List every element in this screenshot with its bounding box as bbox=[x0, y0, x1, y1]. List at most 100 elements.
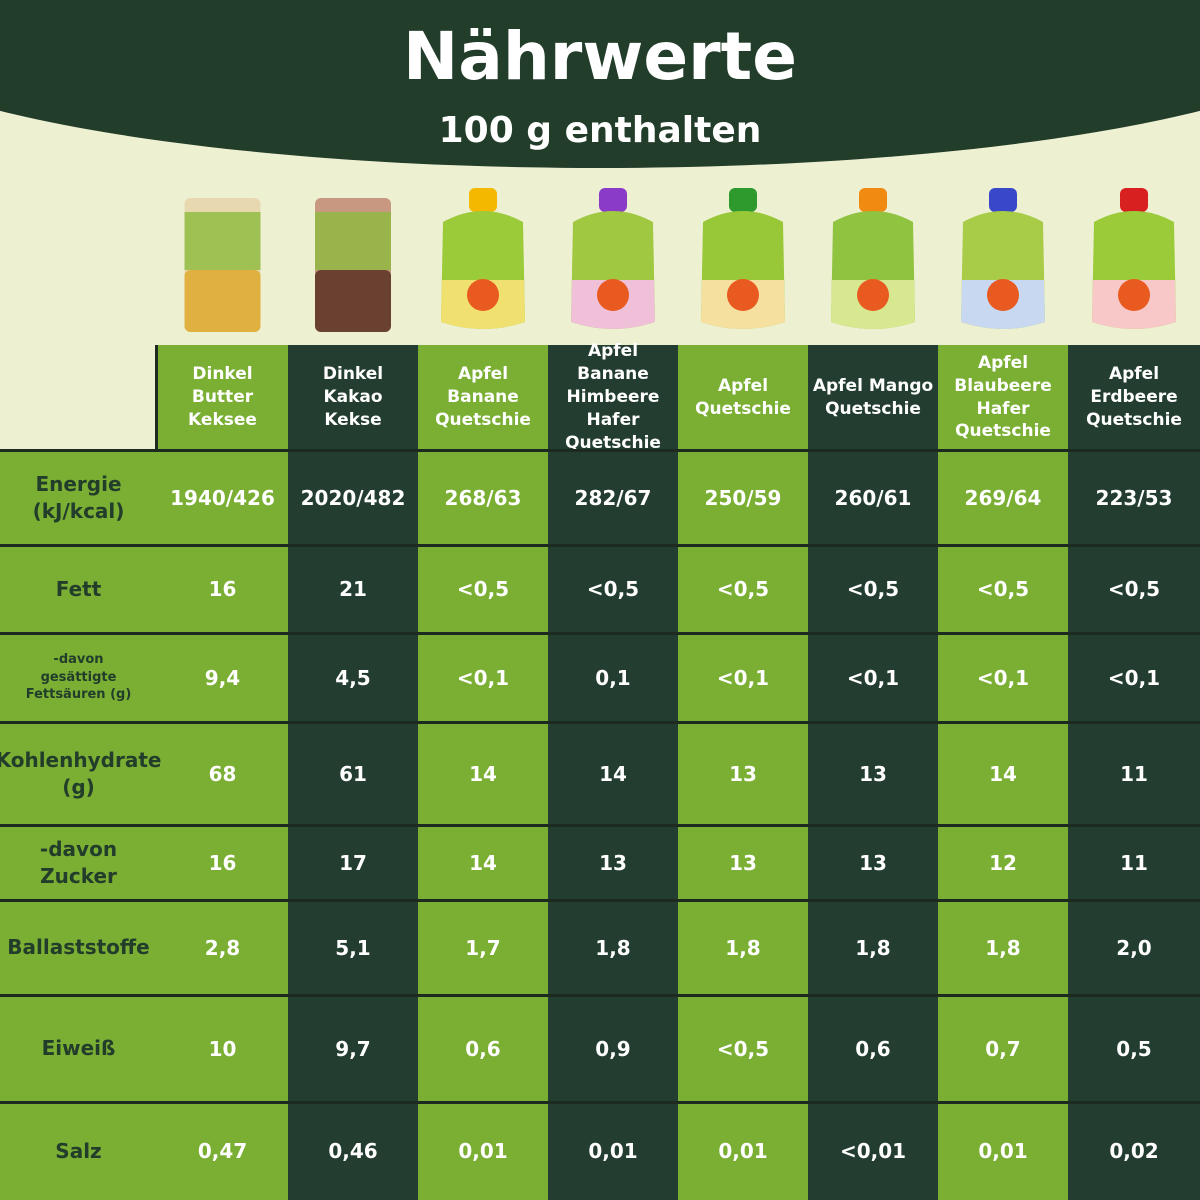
cell-value: <0,1 bbox=[716, 665, 770, 690]
pack-shape bbox=[467, 279, 499, 311]
cell-value: 13 bbox=[859, 761, 887, 786]
pack-shape bbox=[597, 279, 629, 311]
cell-value: 2,0 bbox=[1116, 935, 1152, 960]
pack-shape bbox=[989, 188, 1017, 212]
column-header: Apfel Banane Quetschie bbox=[435, 364, 531, 430]
column-bg bbox=[418, 345, 548, 1200]
cell-value: 13 bbox=[859, 850, 887, 875]
row-label: Eiweiß bbox=[41, 1036, 116, 1060]
column-header: Apfel Erdbeere Quetschie bbox=[1086, 364, 1182, 430]
subtitle: 100 g enthalten bbox=[438, 110, 762, 151]
column-header: Apfel Banane Himbeere Hafer Quetschie bbox=[565, 341, 661, 453]
pack-shape bbox=[315, 212, 391, 270]
cell-value: 1,8 bbox=[725, 935, 761, 960]
column-bg bbox=[938, 345, 1068, 1200]
cell-value: 1,8 bbox=[595, 935, 631, 960]
cell-value: 12 bbox=[989, 850, 1017, 875]
cell-value: 9,7 bbox=[335, 1036, 371, 1061]
pack-shape bbox=[1118, 279, 1150, 311]
cell-value: <0,5 bbox=[976, 577, 1030, 601]
cell-value: 13 bbox=[729, 850, 757, 875]
cell-value: <0,5 bbox=[456, 577, 510, 601]
row-divider bbox=[0, 632, 1200, 635]
pack-shape bbox=[599, 188, 627, 212]
row-label: Kohlenhydrate (g) bbox=[0, 747, 162, 799]
cell-value: <0,01 bbox=[839, 1139, 907, 1163]
cell-value: 10 bbox=[208, 1036, 237, 1061]
cell-value: <0,5 bbox=[716, 1036, 770, 1061]
cell-value: 0,01 bbox=[978, 1139, 1028, 1163]
cell-value: 11 bbox=[1120, 761, 1148, 786]
column-header: Apfel Mango Quetschie bbox=[812, 375, 934, 419]
column-header: Apfel Quetschie bbox=[695, 375, 791, 419]
product-images bbox=[184, 188, 1176, 332]
row-label: Energie (kJ/kcal) bbox=[32, 471, 125, 523]
pack-shape bbox=[184, 212, 261, 270]
column-bg bbox=[1068, 345, 1200, 1200]
cell-value: 21 bbox=[339, 577, 367, 601]
pack-shape bbox=[315, 270, 391, 332]
cell-value: 0,6 bbox=[465, 1036, 501, 1061]
cell-value: 17 bbox=[339, 850, 367, 875]
cell-value: 0,01 bbox=[458, 1139, 508, 1163]
column-bg bbox=[548, 345, 678, 1200]
pack-shape bbox=[469, 188, 497, 212]
cell-value: 2,8 bbox=[204, 935, 241, 960]
cell-value: 2020/482 bbox=[300, 485, 406, 510]
cell-value: 1,7 bbox=[465, 935, 501, 960]
cell-value: 16 bbox=[208, 850, 237, 875]
banner bbox=[0, 0, 1200, 332]
cell-value: 0,01 bbox=[588, 1139, 638, 1163]
row-label: Ballaststoffe bbox=[7, 935, 150, 959]
cell-value: 13 bbox=[599, 850, 627, 875]
row-divider bbox=[0, 721, 1200, 724]
pack-shape bbox=[987, 279, 1019, 311]
cell-value: 0,01 bbox=[718, 1139, 768, 1163]
cell-value: <0,5 bbox=[716, 577, 770, 601]
column-bg bbox=[288, 345, 418, 1200]
row-label: Fett bbox=[55, 576, 102, 601]
cell-value: 0,47 bbox=[197, 1139, 248, 1163]
cell-value: 282/67 bbox=[574, 485, 652, 510]
cell-value: 1,8 bbox=[855, 935, 891, 960]
cell-value: 260/61 bbox=[834, 485, 912, 510]
pack-shape bbox=[727, 279, 759, 311]
header-divider bbox=[155, 345, 158, 450]
pack-shape bbox=[1120, 188, 1148, 212]
cell-value: 1940/426 bbox=[170, 485, 275, 510]
cell-value: 13 bbox=[729, 761, 757, 786]
cell-value: 68 bbox=[208, 761, 237, 786]
cell-value: <0,5 bbox=[586, 577, 640, 601]
cell-value: 269/64 bbox=[964, 485, 1042, 510]
cell-value: <0,1 bbox=[976, 665, 1030, 690]
cell-value: <0,1 bbox=[1107, 665, 1161, 690]
cell-value: 4,5 bbox=[335, 665, 371, 690]
cell-value: 0,7 bbox=[985, 1036, 1021, 1061]
cell-value: 1,8 bbox=[985, 935, 1021, 960]
cell-value: 250/59 bbox=[704, 485, 782, 510]
cell-value: 16 bbox=[208, 577, 237, 601]
cell-value: 268/63 bbox=[444, 485, 522, 510]
row-divider bbox=[0, 544, 1200, 547]
cell-value: 14 bbox=[989, 761, 1017, 786]
row-label: -davon gesättigte Fettsäuren (g) bbox=[25, 652, 132, 703]
pack-shape bbox=[184, 270, 261, 332]
cell-value: <0,5 bbox=[846, 577, 900, 601]
column-header: Apfel Blaubeere Hafer Quetschie bbox=[954, 352, 1052, 442]
cell-value: 9,4 bbox=[204, 665, 241, 690]
row-label: Salz bbox=[55, 1138, 102, 1163]
cell-value: 61 bbox=[339, 761, 367, 786]
cell-value: 223/53 bbox=[1095, 485, 1173, 510]
column-bg bbox=[678, 345, 808, 1200]
title: Nährwerte bbox=[403, 18, 797, 95]
row-divider bbox=[0, 824, 1200, 827]
row-divider bbox=[0, 449, 1200, 452]
column-header: Dinkel Kakao Kekse bbox=[322, 364, 384, 430]
cell-value: <0,1 bbox=[846, 665, 900, 690]
column-bg bbox=[157, 345, 288, 1200]
cell-value: <0,1 bbox=[456, 665, 510, 690]
cell-value: 0,02 bbox=[1109, 1139, 1159, 1163]
row-divider bbox=[0, 994, 1200, 997]
cell-value: 5,1 bbox=[335, 935, 371, 960]
